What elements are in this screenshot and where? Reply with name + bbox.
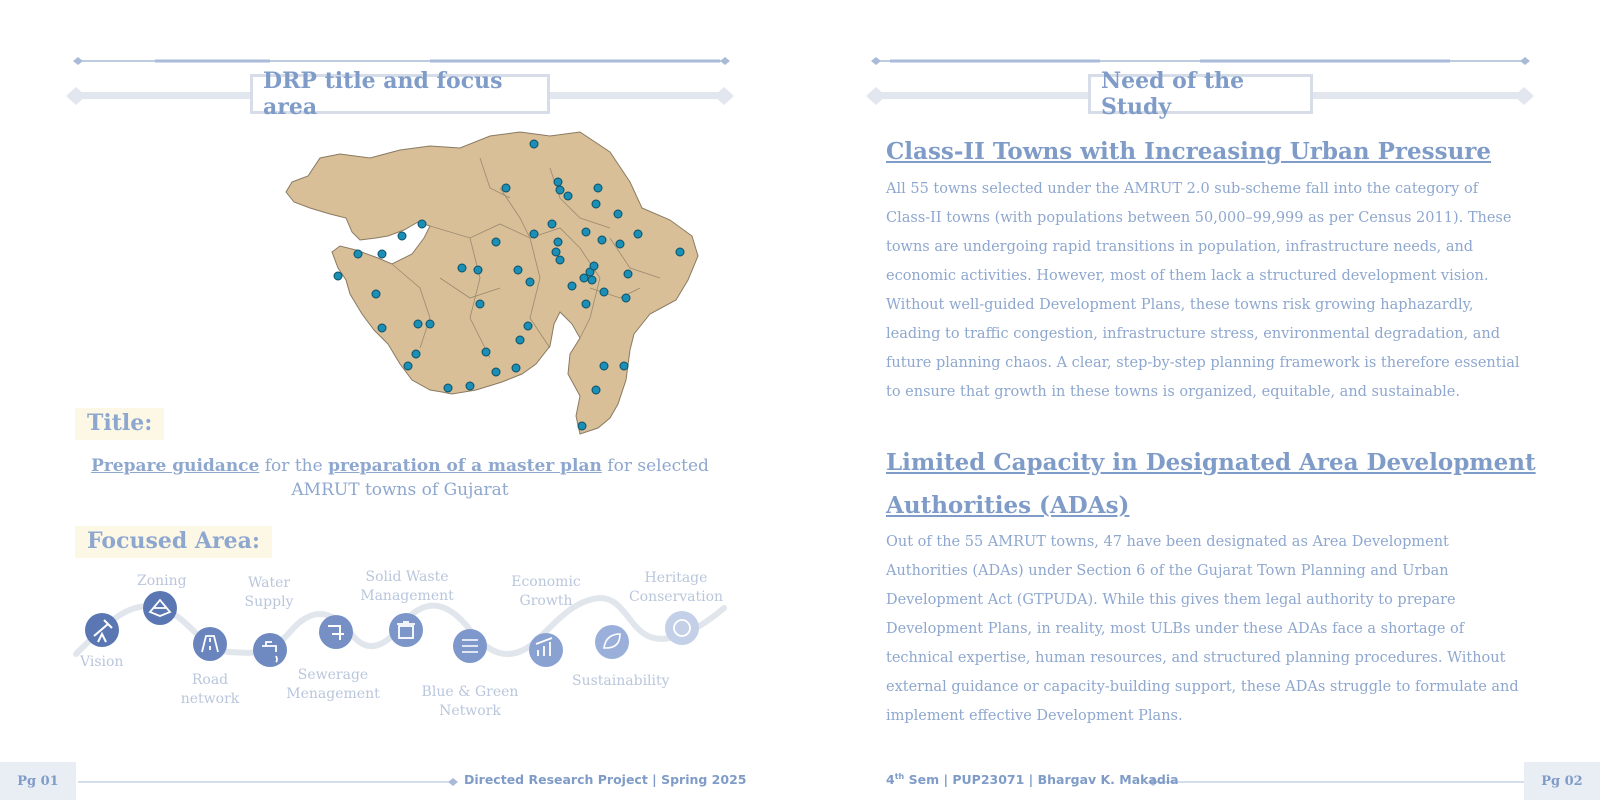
focus-label-zoning: Zoning [137, 573, 187, 589]
footer-sem-suffix: th [894, 772, 905, 781]
focus-label-road: Road network [180, 672, 240, 707]
footer-project-text: Directed Research Project | Spring 2025 [464, 772, 747, 787]
focus-icon-water [253, 633, 287, 667]
title-part-connector: for the [259, 456, 329, 476]
title-part-guidance: Prepare guidance [91, 456, 260, 476]
focus-icon-waste [389, 613, 423, 647]
title-part-towns: for selected AMRUT towns of Gujarat [291, 456, 709, 500]
focus-label-water: Water Supply [244, 575, 294, 610]
paragraph-class-ii-towns: All 55 towns selected under the AMRUT 2.… [886, 181, 1520, 400]
footer-sem-number: 4 [886, 772, 895, 788]
focus-icon-sustainability [595, 625, 629, 659]
focus-icon-network [453, 629, 487, 663]
focus-icon-vision [85, 613, 119, 647]
focus-icon-zoning [143, 591, 177, 625]
focused-area-label: Focused Area: [75, 526, 272, 558]
footer-author-text: 4th Sem | PUP23071 | Bhargav K. Makadia [886, 772, 1179, 787]
paragraph-limited-capacity: Out of the 55 AMRUT towns, 47 have been … [886, 534, 1519, 724]
focus-icon-heritage [665, 611, 699, 645]
focus-icon-sewerage [319, 615, 353, 649]
focus-label-sustainability: Sustainability [572, 673, 670, 689]
focus-label-vision: Vision [80, 654, 124, 670]
focus-label-heritage: Heritage Conservation [628, 570, 724, 605]
title-label: Title: [75, 408, 165, 440]
heading-class-ii-towns: Class-II Towns with Increasing Urban Pre… [886, 138, 1492, 165]
page-number-right: Pg 02 [1524, 762, 1600, 800]
footer-author-rest: Sem | PUP23071 | Bhargav K. Makadia [904, 772, 1179, 788]
focus-label-waste: Solid Waste Management [360, 569, 454, 604]
left-section-title: DRP title and focus area [250, 68, 550, 120]
focus-label-economic: Economic Growth [511, 574, 581, 609]
focus-label-bluegreen: Blue & Green Network [421, 684, 519, 719]
focus-icon-road [193, 627, 227, 661]
right-section-title: Need of the Study [1088, 68, 1313, 120]
gujarat-map-icon [285, 131, 699, 435]
page-number-left: Pg 01 [0, 762, 76, 800]
focus-area-wave [73, 591, 727, 667]
focus-label-sewerage: Sewerage Menagement [286, 667, 380, 702]
heading-limited-capacity: Limited Capacity in Designated Area Deve… [886, 449, 1536, 519]
title-part-masterplan: preparation of a master plan [328, 456, 602, 476]
focus-icon-economic [529, 633, 563, 667]
drp-title-text: Prepare guidance for the preparation of … [80, 454, 720, 502]
